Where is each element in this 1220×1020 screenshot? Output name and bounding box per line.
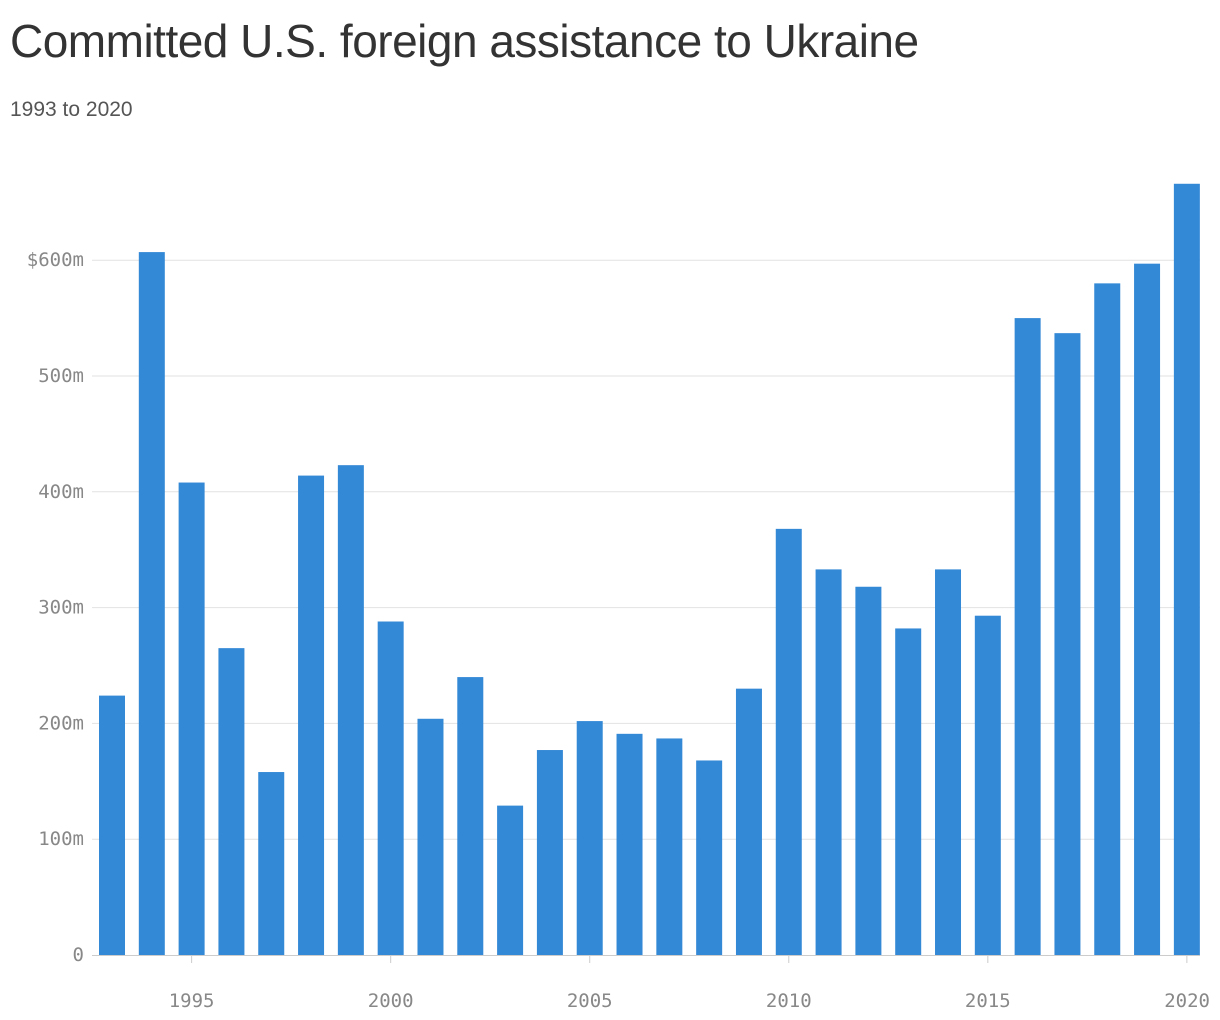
axis-layer: 0 100m 200m 300m 400m 500m $600m 1995 2000 2005 20… [27,249,1210,1012]
bar-1996 [218,648,245,955]
chart-subtitle: 1993 to 2020 [10,98,133,121]
bar-2010 [775,528,802,955]
bar-layer [99,183,1200,956]
bar-2014 [935,569,962,955]
bar-2002 [457,677,484,955]
bar-2005 [576,721,603,955]
bar-2013 [895,628,922,955]
y-tick-label: 400m [38,481,84,503]
bar-2018 [1094,283,1121,955]
x-tick-label: 1995 [169,990,215,1012]
bar-1998 [298,475,325,955]
bar-2009 [735,688,762,955]
bar-2003 [497,805,524,955]
bar-2015 [974,615,1001,955]
x-tick-label: 2020 [1164,990,1210,1012]
bar-2007 [656,738,683,955]
y-tick-label: 0 [73,944,84,966]
bar-1995 [178,482,205,955]
bar-2008 [696,760,723,955]
bar-2001 [417,718,444,955]
x-tick-label: 2005 [567,990,613,1012]
x-tick-label: 2000 [368,990,414,1012]
y-tick-label: 500m [38,365,84,387]
bar-2012 [855,586,882,955]
bar-2000 [377,621,404,955]
bar-2004 [536,750,563,955]
bar-1993 [99,695,125,955]
y-tick-label: 300m [38,597,84,619]
bar-2017 [1054,333,1081,955]
bar-2011 [815,569,842,955]
y-tick-label: $600m [27,249,84,271]
bar-2006 [616,733,643,955]
chart-title: Committed U.S. foreign assistance to Ukr… [10,15,919,67]
bar-1994 [138,252,165,956]
bar-1997 [258,772,285,955]
y-tick-label: 200m [38,712,84,734]
bar-2019 [1134,263,1161,955]
x-tick-label: 2010 [766,990,812,1012]
bar-2020 [1173,183,1200,955]
y-tick-label: 100m [38,828,84,850]
x-tick-label: 2015 [965,990,1011,1012]
bar-1999 [337,465,364,955]
bar-2016 [1014,318,1041,956]
